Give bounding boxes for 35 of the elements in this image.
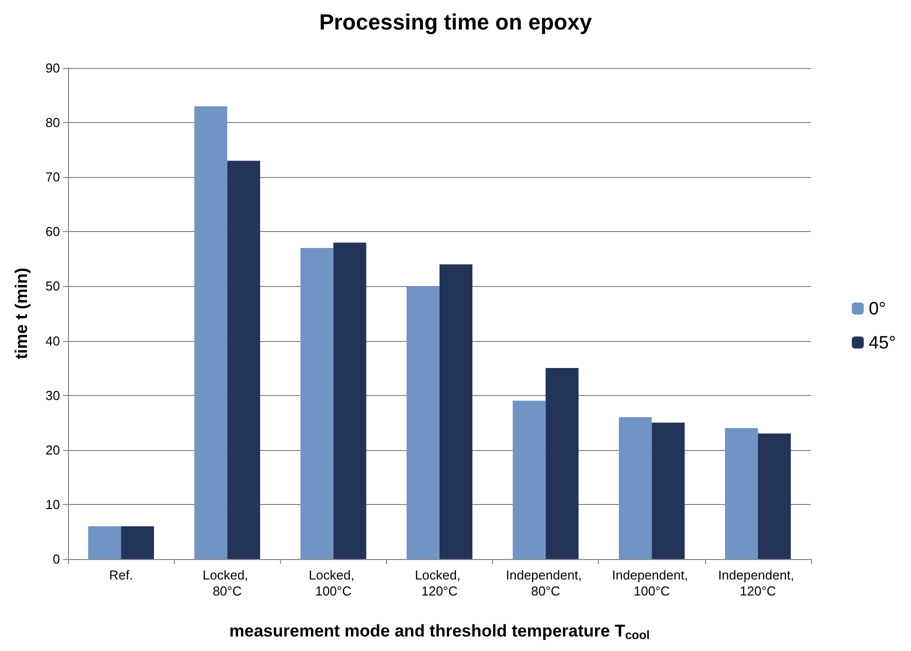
y-tick-label: 20: [46, 442, 60, 458]
bar: [512, 400, 546, 559]
y-tick-label: 70: [46, 170, 60, 185]
x-tick-label: Independent, 120°C: [718, 568, 798, 598]
bar: [121, 526, 154, 559]
y-tick-label: 80: [46, 115, 60, 130]
y-tick-label: 60: [46, 224, 60, 240]
bar: [406, 286, 440, 559]
y-tick-label: 30: [46, 388, 60, 403]
y-tick-label: 40: [46, 333, 60, 348]
bar: [546, 368, 579, 559]
bar: [440, 264, 472, 559]
legend-label: 0°: [868, 298, 886, 318]
bar: [300, 248, 334, 559]
bar: [227, 160, 260, 559]
bar: [88, 526, 122, 559]
y-axis-title: time t (min): [12, 268, 31, 360]
bar: [333, 242, 366, 559]
x-tick-label: Ref.: [109, 568, 133, 582]
y-tick-label: 90: [46, 60, 60, 76]
bar: [758, 434, 791, 559]
chart-title: Processing time on epoxy: [319, 10, 593, 34]
x-tick-label: Locked, 100°C: [308, 568, 358, 598]
x-tick-label: Locked, 120°C: [414, 568, 464, 598]
bar: [194, 106, 228, 559]
legend-label: 45°: [868, 332, 896, 352]
x-tick-label: Locked, 80°C: [202, 568, 252, 598]
y-tick-label: 50: [46, 278, 60, 294]
x-tick-label: Independent, 100°C: [612, 568, 692, 598]
x-tick-label: Independent, 80°C: [506, 568, 586, 598]
y-tick-label: 0: [52, 552, 60, 566]
y-tick-label: 10: [46, 496, 60, 512]
bar: [725, 428, 758, 559]
bar: [652, 422, 685, 559]
bar: [618, 417, 652, 559]
